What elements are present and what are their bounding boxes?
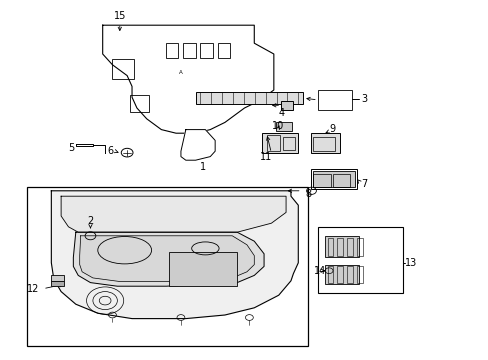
Text: 11: 11	[260, 152, 272, 162]
Bar	[261, 133, 298, 153]
Bar	[276, 122, 291, 131]
Bar	[337, 238, 343, 256]
Bar	[281, 101, 293, 110]
Bar	[266, 135, 280, 151]
Text: 7: 7	[361, 179, 366, 189]
Text: 13: 13	[404, 258, 416, 268]
Bar	[312, 137, 334, 151]
Bar	[317, 227, 403, 293]
Bar	[356, 238, 362, 256]
Bar	[166, 43, 178, 58]
Polygon shape	[51, 191, 298, 319]
Text: 9: 9	[329, 123, 335, 134]
Polygon shape	[80, 236, 254, 282]
Bar	[332, 174, 349, 187]
Bar	[317, 90, 351, 110]
Text: A: A	[179, 69, 183, 75]
Text: 12: 12	[27, 284, 40, 294]
Bar	[282, 137, 294, 150]
Text: 2: 2	[87, 216, 93, 226]
Bar	[183, 43, 195, 58]
Bar	[217, 43, 229, 58]
Bar	[337, 266, 343, 283]
Bar	[129, 95, 149, 112]
Bar	[168, 252, 237, 286]
Bar	[325, 265, 359, 284]
Polygon shape	[61, 196, 285, 232]
Text: 3: 3	[361, 94, 366, 104]
Polygon shape	[181, 130, 215, 160]
Polygon shape	[102, 25, 273, 133]
Text: 15: 15	[113, 11, 126, 21]
Bar	[112, 59, 134, 79]
Bar	[310, 169, 356, 189]
Text: 14: 14	[313, 266, 326, 276]
Bar	[327, 238, 333, 256]
Text: 1: 1	[200, 162, 205, 172]
Bar	[346, 238, 352, 256]
Bar	[346, 266, 352, 283]
Bar	[51, 275, 63, 281]
Bar	[327, 266, 333, 283]
Bar	[310, 133, 339, 153]
Text: 10: 10	[271, 121, 284, 131]
Bar	[195, 92, 303, 104]
Bar	[200, 43, 212, 58]
Text: 5: 5	[68, 143, 74, 153]
Text: 8: 8	[305, 189, 310, 199]
Text: 4: 4	[278, 108, 284, 118]
Bar	[27, 187, 307, 346]
Bar	[312, 171, 354, 187]
Bar	[313, 174, 330, 187]
Bar	[51, 281, 63, 286]
Polygon shape	[73, 232, 264, 286]
Bar	[356, 266, 362, 283]
Text: 6: 6	[107, 146, 113, 156]
Bar	[325, 236, 359, 257]
